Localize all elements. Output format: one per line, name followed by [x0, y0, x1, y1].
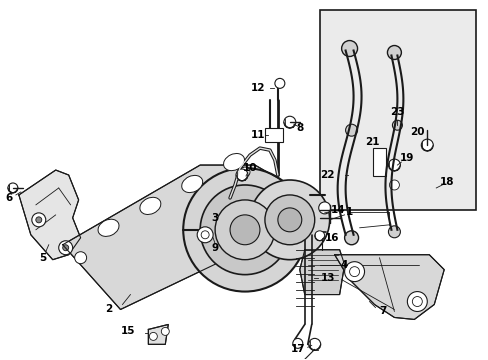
Text: 14: 14: [330, 205, 344, 215]
Bar: [319, 10, 475, 211]
Circle shape: [229, 215, 260, 245]
Polygon shape: [62, 165, 289, 310]
Polygon shape: [334, 255, 443, 319]
Circle shape: [59, 241, 73, 255]
Circle shape: [392, 120, 402, 130]
Circle shape: [349, 267, 359, 276]
Text: 10: 10: [242, 163, 257, 173]
Polygon shape: [148, 324, 168, 345]
Text: 2: 2: [105, 305, 112, 315]
Polygon shape: [19, 170, 81, 260]
Circle shape: [215, 200, 274, 260]
Circle shape: [161, 328, 169, 336]
Circle shape: [36, 217, 41, 223]
Text: 17: 17: [290, 345, 305, 354]
Circle shape: [314, 231, 324, 241]
Text: 12: 12: [250, 84, 264, 93]
Text: 19: 19: [399, 153, 414, 163]
Circle shape: [344, 231, 358, 245]
Circle shape: [240, 167, 249, 177]
Text: 13: 13: [320, 273, 334, 283]
Circle shape: [62, 245, 68, 251]
Circle shape: [386, 45, 401, 59]
Text: 8: 8: [296, 123, 303, 133]
Circle shape: [387, 159, 400, 171]
Circle shape: [232, 215, 238, 221]
Circle shape: [387, 226, 400, 238]
Circle shape: [283, 116, 295, 128]
Text: 4: 4: [340, 260, 347, 270]
Bar: [372, 148, 386, 176]
Text: 5: 5: [39, 253, 46, 263]
Circle shape: [264, 190, 274, 200]
Text: 15: 15: [121, 327, 136, 336]
Text: 11: 11: [250, 130, 264, 140]
Circle shape: [264, 195, 314, 245]
Circle shape: [183, 168, 306, 292]
Circle shape: [292, 338, 302, 348]
Circle shape: [8, 183, 18, 193]
Circle shape: [32, 213, 46, 227]
Text: 23: 23: [389, 107, 404, 117]
Circle shape: [227, 211, 242, 225]
Ellipse shape: [98, 219, 119, 237]
Text: 9: 9: [211, 243, 218, 253]
Ellipse shape: [140, 197, 161, 215]
Circle shape: [197, 227, 213, 243]
Circle shape: [308, 338, 320, 350]
Text: 1: 1: [346, 207, 352, 217]
Text: 3: 3: [211, 213, 218, 223]
Text: 20: 20: [409, 127, 424, 137]
Circle shape: [75, 252, 86, 264]
Circle shape: [341, 41, 357, 57]
Text: 22: 22: [320, 170, 334, 180]
Circle shape: [388, 180, 399, 190]
Circle shape: [407, 292, 427, 311]
Text: 18: 18: [439, 177, 453, 187]
Circle shape: [344, 262, 364, 282]
Circle shape: [249, 180, 329, 260]
Polygon shape: [299, 250, 344, 294]
Ellipse shape: [223, 153, 244, 171]
Circle shape: [236, 169, 247, 181]
Text: 21: 21: [365, 137, 379, 147]
Text: 16: 16: [324, 233, 338, 243]
Circle shape: [277, 208, 301, 232]
Circle shape: [200, 185, 289, 275]
Circle shape: [201, 231, 209, 239]
Circle shape: [411, 297, 422, 306]
Circle shape: [345, 124, 357, 136]
Text: 6: 6: [5, 193, 13, 203]
Circle shape: [274, 78, 285, 88]
Ellipse shape: [182, 175, 202, 193]
Bar: [264, 128, 282, 142]
Text: 7: 7: [378, 306, 386, 316]
Circle shape: [421, 139, 432, 151]
Circle shape: [149, 332, 157, 340]
Circle shape: [318, 202, 330, 214]
